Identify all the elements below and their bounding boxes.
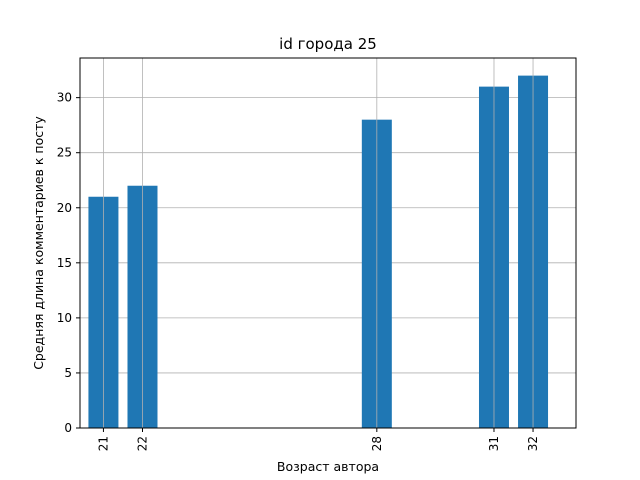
x-tick-label: 21 bbox=[96, 436, 110, 451]
x-tick-label: 22 bbox=[135, 436, 149, 451]
y-tick-label: 15 bbox=[57, 256, 72, 270]
y-axis: 0 5 10 15 20 25 30 bbox=[57, 91, 80, 435]
bars bbox=[88, 58, 549, 429]
y-tick-label: 0 bbox=[64, 421, 72, 435]
chart-title: id города 25 bbox=[279, 35, 377, 53]
y-tick-label: 20 bbox=[57, 201, 72, 215]
y-axis-label: Средняя длина комментариев к посту bbox=[31, 116, 46, 370]
y-tick-label: 5 bbox=[64, 366, 72, 380]
x-tick-label: 28 bbox=[370, 436, 384, 451]
x-tick-label: 31 bbox=[487, 436, 501, 451]
y-tick-label: 10 bbox=[57, 311, 72, 325]
x-axis: 31 28 21 22 32 bbox=[96, 428, 540, 451]
x-tick-label: 32 bbox=[526, 436, 540, 451]
y-tick-label: 30 bbox=[57, 91, 72, 105]
plot-frame bbox=[79, 57, 577, 429]
y-tick-label: 25 bbox=[57, 146, 72, 160]
grid-lines bbox=[80, 97, 576, 429]
x-axis-label: Возраст автора bbox=[277, 459, 379, 474]
